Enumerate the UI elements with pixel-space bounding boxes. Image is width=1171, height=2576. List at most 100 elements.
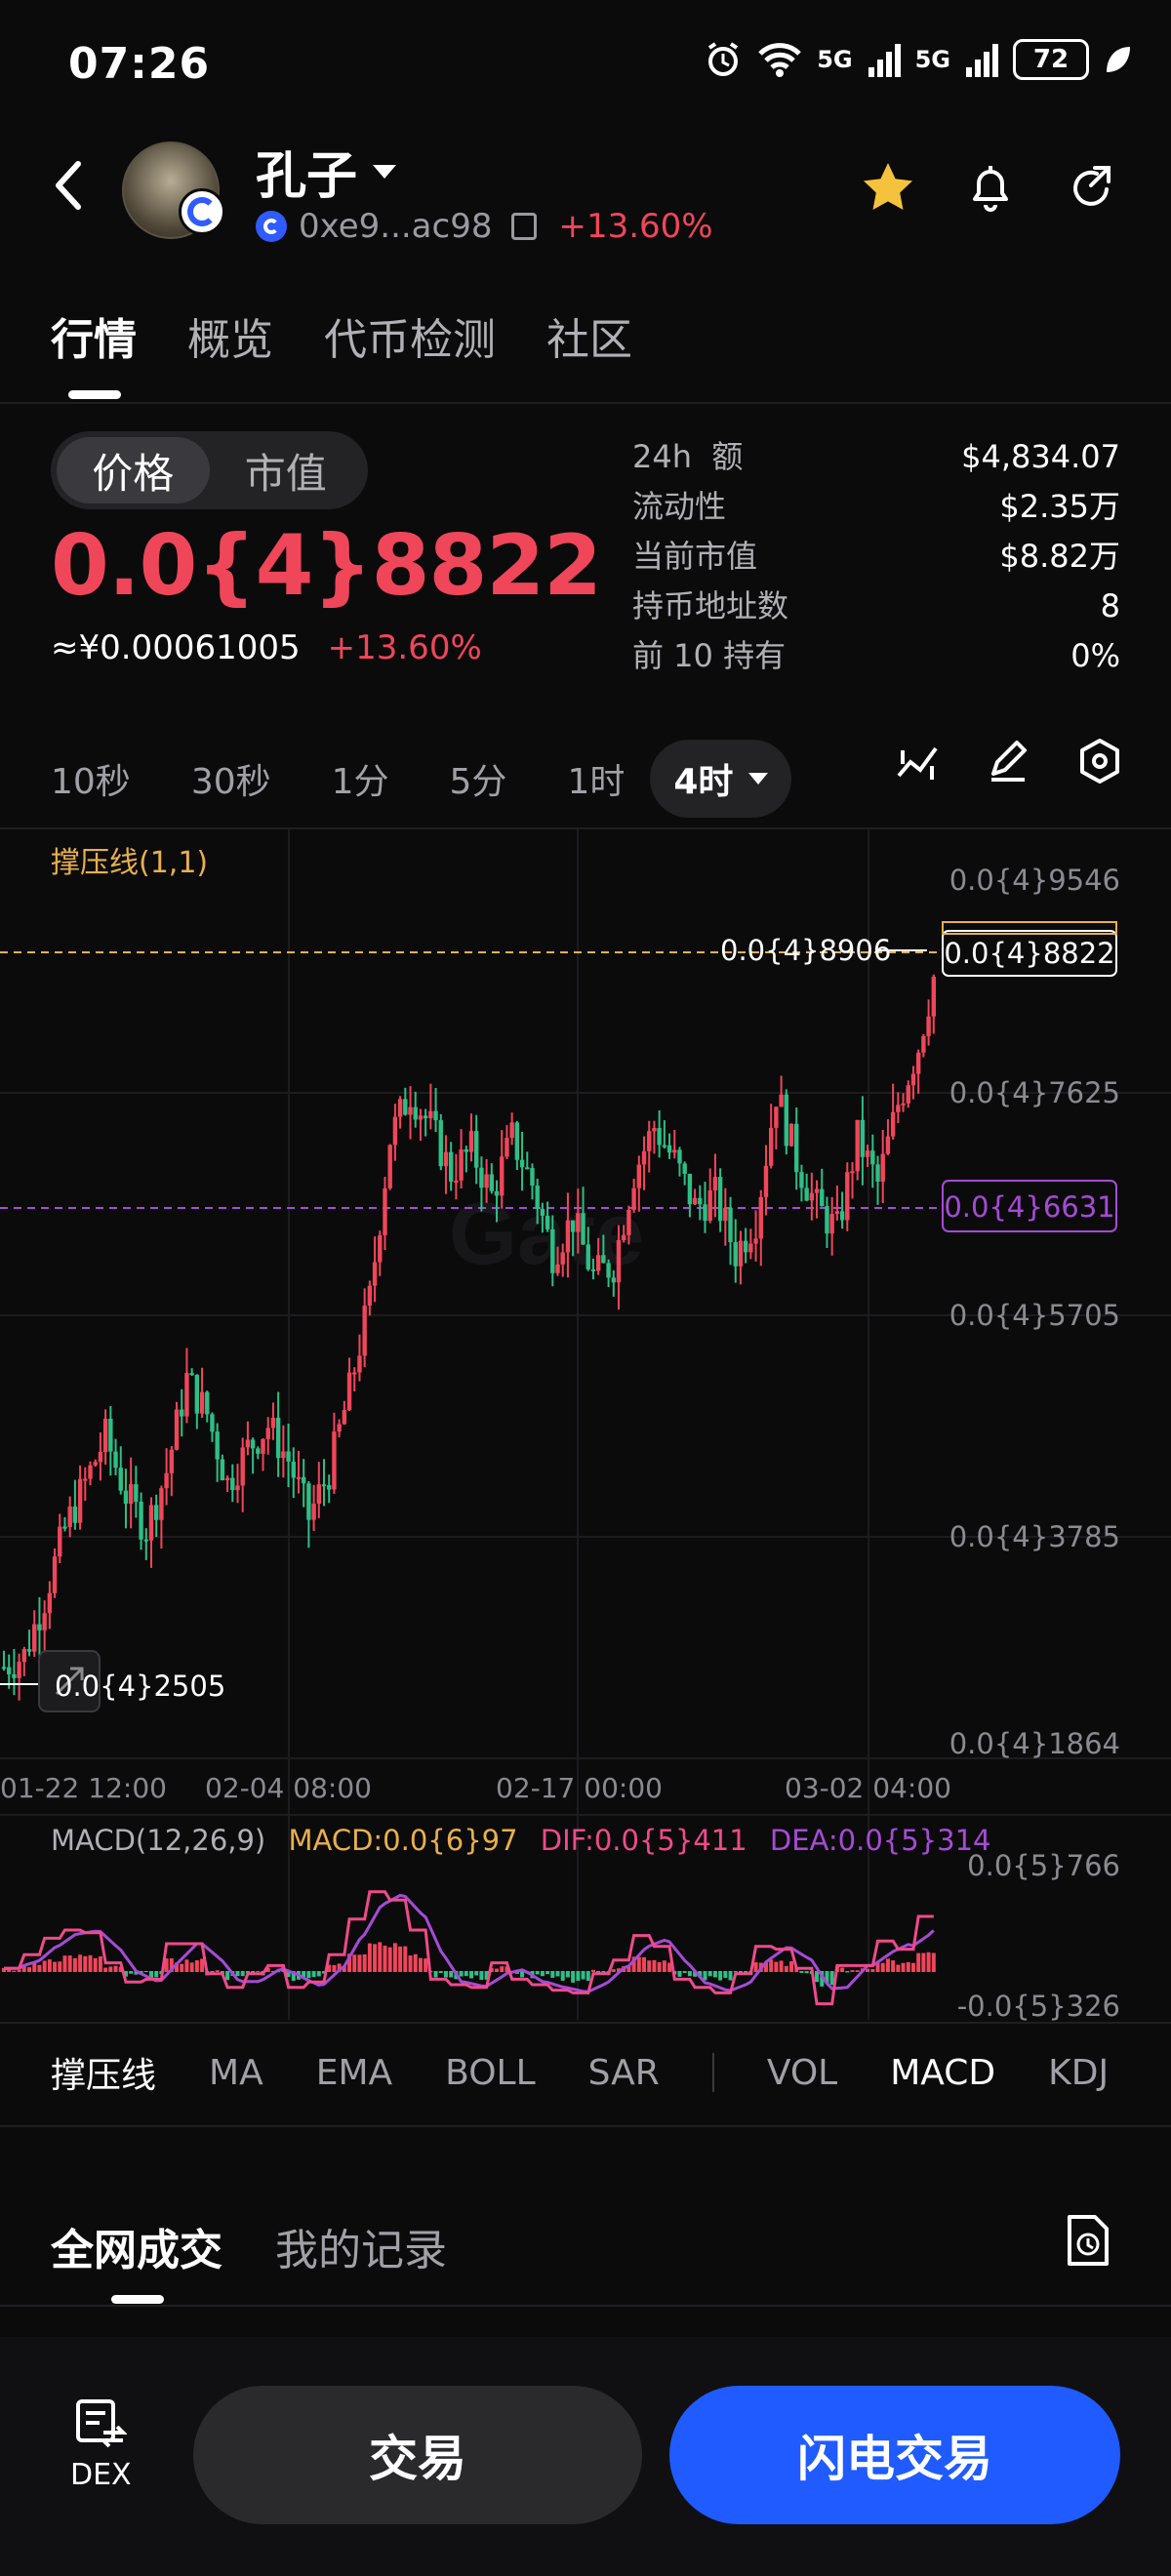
copy-icon[interactable] (511, 213, 538, 240)
candle-body (428, 1110, 433, 1119)
candle-body (581, 1213, 586, 1245)
macd-bar (175, 1962, 180, 1972)
trade-button[interactable]: 交易 (193, 2386, 642, 2524)
candle-body (687, 1173, 693, 1205)
macd-bar (718, 1971, 723, 1981)
token-name: 孔子 (256, 147, 358, 206)
back-icon[interactable] (49, 156, 88, 215)
macd-bar (784, 1965, 788, 1972)
macd-bar (58, 1961, 62, 1972)
candle-body (275, 1417, 281, 1459)
tab-community[interactable]: 社区 (546, 315, 632, 365)
high-price-label: 0.0{4}8906 (720, 934, 891, 967)
indicator-ma[interactable]: MA (209, 2052, 263, 2093)
indicator-support-resistance[interactable]: 撑压线 (51, 2056, 157, 2096)
macd-bar (342, 1965, 346, 1972)
candle-body (896, 1105, 901, 1112)
candle-body (921, 1035, 926, 1053)
candle-body (606, 1263, 611, 1278)
candle-body (459, 1148, 464, 1181)
candle-body (448, 1151, 454, 1182)
indicator-vol[interactable]: VOL (766, 2052, 838, 2093)
stat-row: 24h 额 $4,834.07 (632, 437, 1120, 487)
star-icon[interactable] (859, 158, 917, 217)
candle-body (505, 1138, 509, 1157)
macd-bar (799, 1971, 804, 1973)
battery-level: 72 (1032, 45, 1070, 74)
stat-row: 持币地址数 8 (632, 586, 1120, 636)
macd-bar (728, 1971, 733, 1981)
candle-body (611, 1277, 616, 1283)
candle-body (235, 1485, 240, 1491)
y-label: 0.0{4}9546 (949, 864, 1120, 897)
interval-10s[interactable]: 10秒 (51, 762, 131, 802)
candle-body (52, 1556, 58, 1593)
tab-my-records[interactable]: 我的记录 (275, 2226, 447, 2275)
macd-bar (479, 1971, 484, 1980)
candle-body (926, 1016, 931, 1036)
macd-bar (693, 1971, 698, 1977)
candle-body (123, 1490, 129, 1505)
indicator-boll[interactable]: BOLL (445, 2052, 536, 2093)
x-label: 03-02 04:00 (785, 1772, 951, 1804)
tab-overview[interactable]: 概览 (187, 315, 273, 365)
interval-30s[interactable]: 30秒 (190, 762, 271, 802)
dex-button[interactable]: DEX (70, 2395, 132, 2492)
candle-body (113, 1451, 118, 1469)
candle-body (352, 1372, 357, 1375)
candle-body (403, 1099, 408, 1115)
tab-all-trades[interactable]: 全网成交 (51, 2226, 222, 2275)
price-chart[interactable]: Gate 撑压线(1,1) 0.0{4}9546 0.0{4}7625 0.0{… (0, 829, 1171, 2030)
candle-body (32, 1624, 37, 1652)
network-label-1: 5G (817, 46, 853, 73)
candle-body (164, 1472, 169, 1489)
macd-bar (83, 1955, 88, 1972)
macd-bar (870, 1969, 875, 1972)
indicator-macd[interactable]: MACD (890, 2052, 996, 2093)
candle-body (327, 1485, 332, 1490)
macd-bar (367, 1943, 372, 1972)
token-name-selector[interactable]: 孔子 (256, 135, 397, 208)
macd-bar (520, 1971, 525, 1978)
toggle-marketcap[interactable]: 市值 (244, 449, 327, 498)
indicator-kdj[interactable]: KDJ (1048, 2052, 1110, 2093)
macd-bar (505, 1966, 509, 1972)
interval-5m[interactable]: 5分 (449, 762, 507, 802)
macd-bar (931, 1952, 936, 1972)
candle-body (423, 1115, 428, 1119)
candle-body (738, 1240, 744, 1267)
settings-hex-icon[interactable] (1075, 737, 1124, 785)
candle-body (666, 1145, 672, 1153)
macd-bar (189, 1962, 194, 1972)
interval-4h-dropdown[interactable]: 4时 (650, 740, 792, 818)
stat-value: $2.35万 (999, 488, 1120, 525)
flash-trade-button[interactable]: 闪电交易 (669, 2386, 1120, 2524)
macd-bar (378, 1942, 383, 1972)
tab-token-check[interactable]: 代币检测 (324, 315, 496, 365)
indicator-sar[interactable]: SAR (587, 2052, 660, 2093)
indicator-icon[interactable] (893, 737, 942, 785)
indicator-ema[interactable]: EMA (315, 2052, 393, 2093)
candle-body (509, 1122, 514, 1139)
macd-bar (484, 1971, 489, 1980)
tab-market[interactable]: 行情 (51, 315, 137, 365)
macd-bar (184, 1959, 189, 1972)
macd-histogram (2, 1890, 936, 2006)
candle-body (875, 1164, 880, 1182)
macd-bar (464, 1971, 468, 1977)
macd-bar (322, 1971, 327, 1974)
bell-icon[interactable] (961, 158, 1020, 217)
chart-indicator-label: 撑压线(1,1) (51, 846, 208, 880)
macd-bar (657, 1961, 662, 1972)
candle-body (794, 1123, 799, 1173)
candle-body (865, 1150, 870, 1157)
share-icon[interactable] (1064, 158, 1122, 217)
wifi-icon (758, 43, 801, 77)
toggle-price[interactable]: 价格 (57, 437, 210, 503)
interval-1h[interactable]: 1时 (567, 762, 626, 802)
interval-1m[interactable]: 1分 (331, 762, 389, 802)
candle-body (931, 977, 936, 1017)
draw-pencil-icon[interactable] (984, 737, 1032, 785)
macd-bar (143, 1971, 148, 1973)
history-doc-icon[interactable] (1064, 2213, 1112, 2268)
